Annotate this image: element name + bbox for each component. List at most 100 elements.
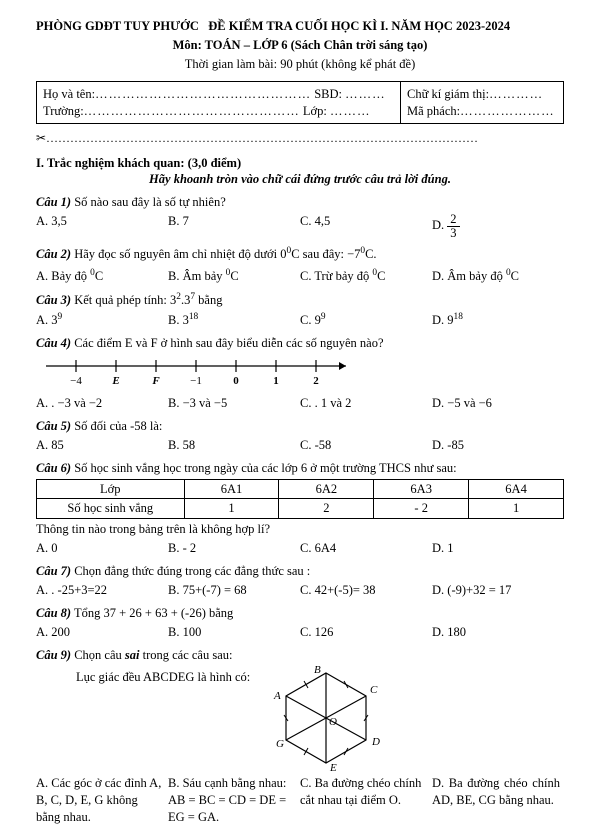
svg-text:O: O — [329, 716, 337, 728]
info-left: Họ và tên:………………………………………… SBD: ……… Trườ… — [36, 81, 401, 125]
q1-opt-d: D. 23 — [432, 213, 564, 239]
q5-label: Câu 5) — [36, 419, 71, 433]
q2-opt-b: B. Âm bảy 0C — [168, 267, 300, 285]
q5-text: Số đối của -58 là: — [71, 419, 162, 433]
th: Lớp — [37, 479, 185, 499]
q6-table: Lớp 6A1 6A2 6A3 6A4 Số học sinh vắng 1 2… — [36, 479, 564, 520]
code-dots: ………………… — [460, 104, 555, 118]
tick-label: −4 — [70, 375, 82, 387]
td: Số học sinh vắng — [37, 499, 185, 519]
section-title: I. Trắc nghiệm khách quan: (3,0 điểm) — [36, 155, 564, 172]
tick-label: −1 — [190, 375, 202, 387]
q6-opt-b: B. - 2 — [168, 540, 300, 557]
q8-text: Tổng 37 + 26 + 63 + (-26) bằng — [71, 606, 233, 620]
q4-label: Câu 4) — [36, 336, 71, 350]
q1-fraction: 23 — [447, 213, 459, 239]
q6-label: Câu 6) — [36, 461, 71, 475]
q7-opt-b: B. 75+(-7) = 68 — [168, 582, 300, 599]
tick-label: 2 — [313, 375, 319, 387]
tick-label: F — [151, 375, 160, 387]
th: 6A1 — [184, 479, 279, 499]
q1-opt-b: B. 7 — [168, 213, 300, 239]
q9-opt-d: D. Ba đường chéo chính AD, BE, CG bằng n… — [432, 775, 564, 826]
q9-label: Câu 9) — [36, 648, 71, 662]
school-dots: ………………………………………… — [84, 104, 300, 118]
q5-opt-c: C. -58 — [300, 437, 432, 454]
question-9: Câu 9) Chọn câu sai trong các câu sau: L… — [36, 647, 564, 827]
q5-opt-a: A. 85 — [36, 437, 168, 454]
th: 6A2 — [279, 479, 374, 499]
q3-label: Câu 3) — [36, 293, 71, 307]
exam-title: ĐỀ KIỂM TRA CUỐI HỌC KÌ I. NĂM HỌC 2023-… — [208, 19, 510, 33]
cut-line: ✂……………………………………………………………………………………………… — [36, 130, 564, 146]
question-2: Câu 2) Hãy đọc số nguyên âm chỉ nhiệt độ… — [36, 245, 564, 285]
q2-label: Câu 2) — [36, 247, 71, 261]
code-label: Mã phách: — [407, 104, 460, 118]
q5-opt-b: B. 58 — [168, 437, 300, 454]
svg-text:D: D — [371, 736, 380, 748]
question-7: Câu 7) Chọn đẳng thức đúng trong các đẳn… — [36, 563, 564, 599]
question-8: Câu 8) Tổng 37 + 26 + 63 + (-26) bằng A.… — [36, 605, 564, 641]
td: 2 — [279, 499, 374, 519]
q2-opt-d: D. Âm bảy độ 0C — [432, 267, 564, 285]
q8-opt-b: B. 100 — [168, 624, 300, 641]
q4-opt-d: D. −5 và −6 — [432, 395, 564, 412]
q7-opt-a: A. . -25+3=22 — [36, 582, 168, 599]
tick-label: 1 — [273, 375, 279, 387]
info-right: Chữ kí giám thị:………… Mã phách:………………… — [401, 81, 564, 125]
q6-text: Số học sinh vắng học trong ngày của các … — [71, 461, 457, 475]
hexagon-figure: B C A D G E O — [256, 663, 396, 773]
th: 6A4 — [469, 479, 564, 499]
q3-opt-d: D. 918 — [432, 311, 564, 329]
sig-label: Chữ kí giám thị: — [407, 87, 489, 101]
q1-opt-c: C. 4,5 — [300, 213, 432, 239]
exam-time: Thời gian làm bài: 90 phút (không kể phá… — [36, 56, 564, 73]
tick-label: E — [111, 375, 119, 387]
svg-text:G: G — [276, 738, 284, 750]
question-4: Câu 4) Các điểm E và F ở hình sau đây bi… — [36, 335, 564, 412]
q9-opt-a: A. Các góc ở các đỉnh A, B, C, D, E, G k… — [36, 775, 168, 826]
q3-opt-a: A. 39 — [36, 311, 168, 329]
q4-text: Các điểm E và F ở hình sau đây biểu diễn… — [71, 336, 383, 350]
q4-opt-a: A. . −3 và −2 — [36, 395, 168, 412]
q7-label: Câu 7) — [36, 564, 71, 578]
svg-text:E: E — [329, 762, 337, 773]
q3-opt-c: C. 99 — [300, 311, 432, 329]
sig-dots: ………… — [489, 87, 543, 101]
q4-opt-b: B. −3 và −5 — [168, 395, 300, 412]
q5-opt-d: D. -85 — [432, 437, 564, 454]
q2-opt-a: A. Bảy độ 0C — [36, 267, 168, 285]
exam-header: PHÒNG GDĐT TUY PHƯỚC ĐỀ KIỂM TRA CUỐI HỌ… — [36, 18, 564, 35]
q9-opt-c: C. Ba đường chéo chính cắt nhau tại điểm… — [300, 775, 432, 826]
svg-text:A: A — [273, 690, 281, 702]
q6-subq: Thông tin nào trong bảng trên là không h… — [36, 521, 564, 538]
td: 1 — [184, 499, 279, 519]
class-dots: ……… — [330, 104, 371, 118]
name-label: Họ và tên: — [43, 87, 95, 101]
td: 1 — [469, 499, 564, 519]
q8-opt-d: D. 180 — [432, 624, 564, 641]
td: - 2 — [374, 499, 469, 519]
section-instr: Hãy khoanh tròn vào chữ cái đứng trước c… — [36, 171, 564, 188]
q7-text: Chọn đẳng thức đúng trong các đẳng thức … — [71, 564, 310, 578]
th: 6A3 — [374, 479, 469, 499]
q8-opt-a: A. 200 — [36, 624, 168, 641]
question-3: Câu 3) Kết quả phép tính: 32.37 bằng A. … — [36, 291, 564, 329]
org-name: PHÒNG GDĐT TUY PHƯỚC — [36, 19, 199, 33]
q9-opt-b: B. Sáu cạnh bằng nhau: AB = BC = CD = DE… — [168, 775, 300, 826]
q7-opt-d: D. (-9)+32 = 17 — [432, 582, 564, 599]
question-5: Câu 5) Số đối của -58 là: A. 85 B. 58 C.… — [36, 418, 564, 454]
q8-opt-c: C. 126 — [300, 624, 432, 641]
q3-opt-b: B. 318 — [168, 311, 300, 329]
q6-opt-a: A. 0 — [36, 540, 168, 557]
class-label: Lớp: — [303, 104, 327, 118]
question-6: Câu 6) Số học sinh vắng học trong ngày c… — [36, 460, 564, 557]
tick-label: 0 — [233, 375, 239, 387]
exam-subject: Môn: TOÁN – LỚP 6 (Sách Chân trời sáng t… — [36, 37, 564, 54]
school-label: Trường: — [43, 104, 84, 118]
q6-opt-c: C. 6A4 — [300, 540, 432, 557]
q4-opt-c: C. . 1 và 2 — [300, 395, 432, 412]
svg-text:C: C — [370, 684, 378, 696]
q8-label: Câu 8) — [36, 606, 71, 620]
q1-opt-a: A. 3,5 — [36, 213, 168, 239]
